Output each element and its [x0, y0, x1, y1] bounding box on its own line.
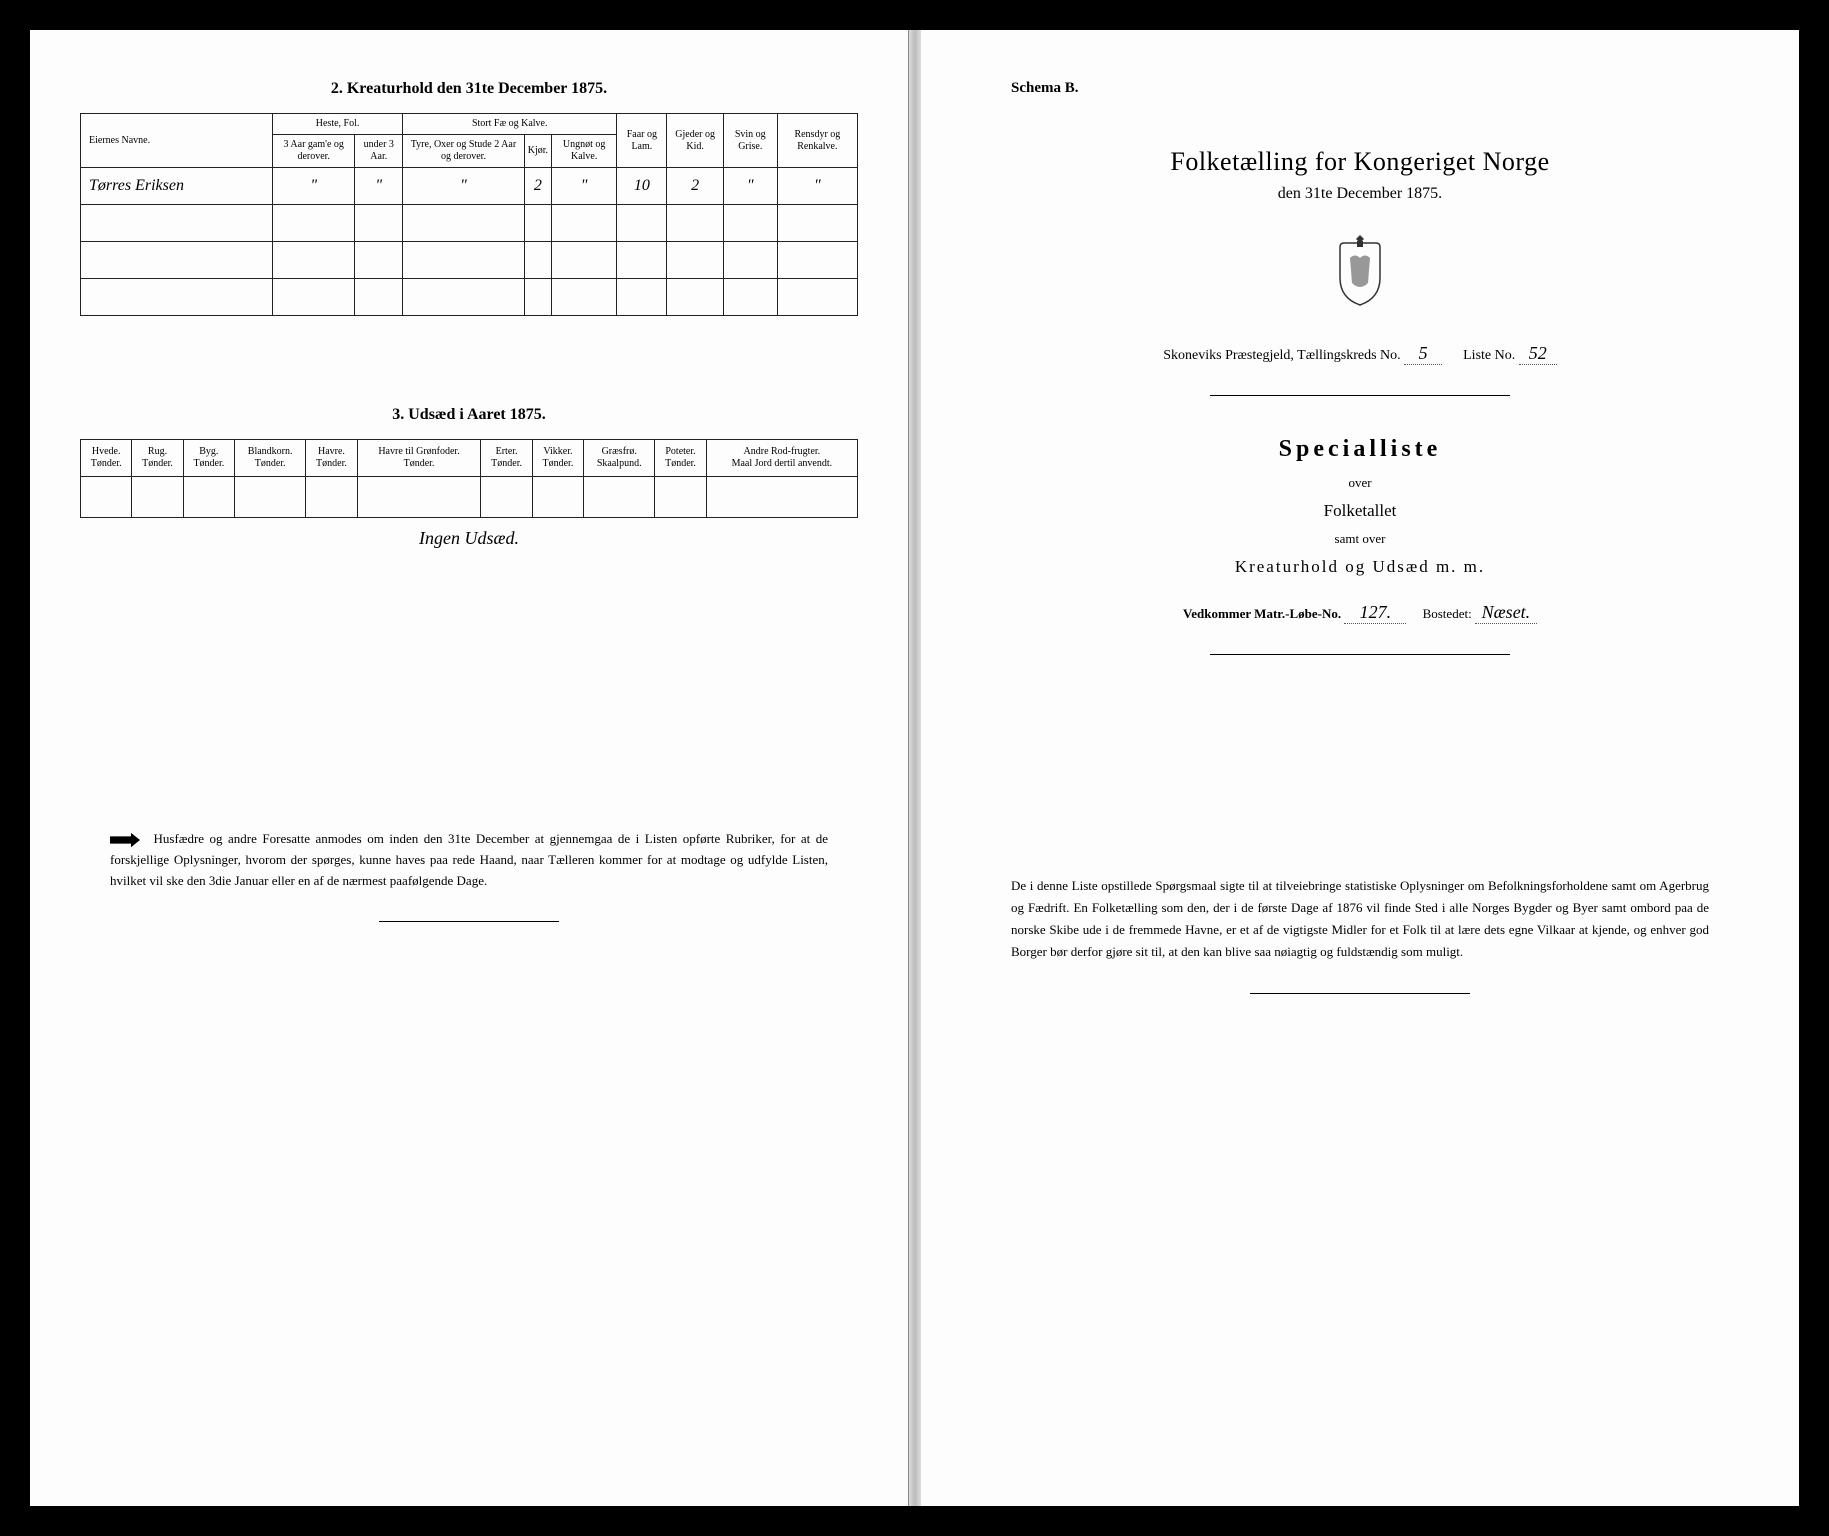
bosted-value: Næset.: [1475, 602, 1537, 624]
th-rensdyr: Rensdyr og Renkalve.: [777, 114, 857, 168]
schema-label: Schema B.: [1011, 80, 1749, 97]
main-title: Folketælling for Kongeriget Norge: [971, 147, 1749, 177]
scan-area: 2. Kreaturhold den 31te December 1875. E…: [30, 30, 1799, 1506]
sowing-table: Hvede.Tønder. Rug.Tønder. Byg.Tønder. Bl…: [80, 439, 858, 518]
th: Hvede.Tønder.: [81, 440, 132, 477]
liste-no: 52: [1519, 343, 1557, 365]
cell: 10: [617, 168, 667, 205]
left-page: 2. Kreaturhold den 31te December 1875. E…: [30, 30, 909, 1506]
pointing-hand-icon: [110, 831, 140, 849]
table-row: [81, 205, 858, 242]
coat-of-arms-icon: [971, 233, 1749, 313]
th-stort-a: Tyre, Oxer og Stude 2 Aar og derover.: [403, 135, 525, 168]
cell: 2: [524, 168, 551, 205]
footnote-text: Husfædre og andre Foresatte anmodes om i…: [110, 831, 828, 888]
section3-title: 3. Udsæd i Aaret 1875.: [80, 406, 858, 424]
kreds-no: 5: [1404, 343, 1442, 365]
section2-title: 2. Kreaturhold den 31te December 1875.: [80, 80, 858, 98]
th: Andre Rod-frugter.Maal Jord dertil anven…: [706, 440, 857, 477]
cell: ": [403, 168, 525, 205]
th-owner: Eiernes Navne.: [81, 114, 273, 168]
th-stort-group: Stort Fæ og Kalve.: [403, 114, 617, 135]
th-gjeder: Gjeder og Kid.: [667, 114, 723, 168]
matr-no: 127.: [1344, 602, 1406, 624]
cell: ": [355, 168, 403, 205]
th-stort-c: Ungnøt og Kalve.: [552, 135, 617, 168]
th-heste-b: under 3 Aar.: [355, 135, 403, 168]
right-page: Schema B. Folketælling for Kongeriget No…: [921, 30, 1799, 1506]
livestock-table: Eiernes Navne. Heste, Fol. Stort Fæ og K…: [80, 113, 858, 316]
th: Poteter.Tønder.: [655, 440, 706, 477]
page-gutter: [909, 30, 921, 1506]
vedkommer-label1: Vedkommer Matr.-Løbe-No.: [1183, 606, 1341, 621]
right-footnote: De i denne Liste opstillede Spørgsmaal s…: [971, 875, 1749, 963]
sowing-note: Ingen Udsæd.: [80, 528, 858, 549]
cell: ": [273, 168, 355, 205]
th-faar: Faar og Lam.: [617, 114, 667, 168]
th: Blandkorn.Tønder.: [235, 440, 306, 477]
folketallet-text: Folketallet: [971, 501, 1749, 521]
sub-title: den 31te December 1875.: [971, 185, 1749, 203]
th-heste-a: 3 Aar gam'e og derover.: [273, 135, 355, 168]
vedkommer-line: Vedkommer Matr.-Løbe-No. 127. Bostedet: …: [971, 602, 1749, 624]
left-footnote: Husfædre og andre Foresatte anmodes om i…: [80, 829, 858, 891]
th: Havre til Grønfoder.Tønder.: [357, 440, 481, 477]
cell: ": [777, 168, 857, 205]
cell: ": [723, 168, 777, 205]
th: Rug.Tønder.: [132, 440, 183, 477]
th: Byg.Tønder.: [183, 440, 234, 477]
cell: 2: [667, 168, 723, 205]
liste-label: Liste No.: [1463, 348, 1515, 363]
th-stort-b: Kjør.: [524, 135, 551, 168]
district-prefix: Skoneviks Præstegjeld, Tællingskreds No.: [1163, 348, 1400, 363]
divider: [379, 921, 559, 922]
bosted-label: Bostedet:: [1423, 606, 1472, 621]
kreatur-text: Kreaturhold og Udsæd m. m.: [971, 557, 1749, 577]
table-row: [81, 242, 858, 279]
th-heste-group: Heste, Fol.: [273, 114, 403, 135]
cell-owner: Tørres Eriksen: [81, 168, 273, 205]
th: Græsfrø.Skaalpund.: [584, 440, 655, 477]
samt-text: samt over: [971, 531, 1749, 547]
table-row: [81, 477, 858, 518]
specialliste-heading: Specialliste: [971, 436, 1749, 463]
table-row: [81, 279, 858, 316]
cell: ": [552, 168, 617, 205]
table-row: Tørres Eriksen " " " 2 " 10 2 " ": [81, 168, 858, 205]
divider: [1250, 993, 1470, 994]
th: Erter.Tønder.: [481, 440, 532, 477]
district-line: Skoneviks Præstegjeld, Tællingskreds No.…: [971, 343, 1749, 365]
th: Vikker.Tønder.: [532, 440, 583, 477]
th: Havre.Tønder.: [306, 440, 357, 477]
divider: [1210, 395, 1510, 396]
th-svin: Svin og Grise.: [723, 114, 777, 168]
divider: [1210, 654, 1510, 655]
over-text: over: [971, 475, 1749, 491]
